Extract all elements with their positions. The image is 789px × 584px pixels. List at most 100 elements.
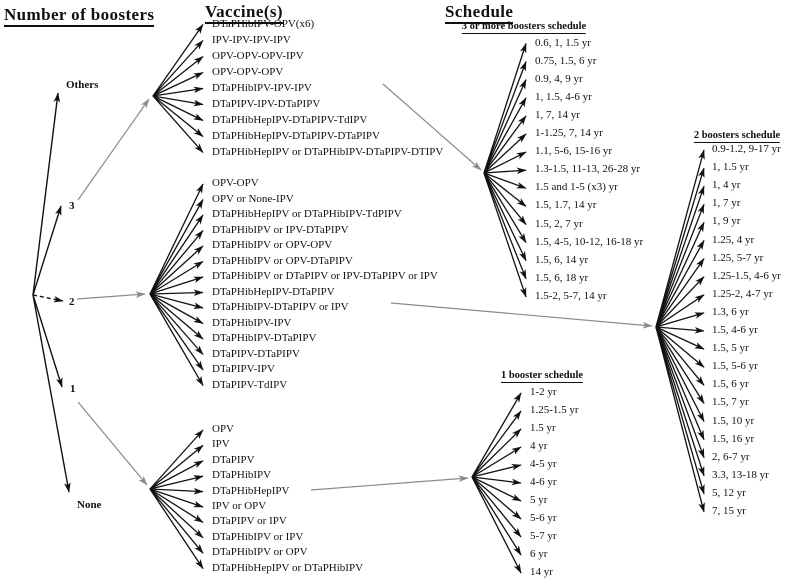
schedule-arrow [471, 410, 522, 478]
schedule-arrow [655, 326, 705, 495]
schedule-item: 3.3, 13-18 yr [712, 468, 769, 481]
schedule-arrow [655, 326, 705, 368]
vaccine-arrow [149, 198, 204, 295]
vaccine-arrow [149, 488, 204, 508]
schedule-arrow [483, 133, 527, 174]
vaccine-item: DTaPHibIPV-IPV-IPV [212, 81, 312, 94]
vaccine-item: DTaPHibIPV [212, 469, 272, 482]
column-header-number-of-boosters: Number of boosters [4, 5, 155, 27]
schedule-item: 1.5, 10 yr [712, 414, 755, 427]
vaccine-arrow [149, 245, 204, 295]
column-header-vaccines: Vaccine(s) [205, 2, 283, 24]
schedule-item: 5-7 yr [530, 530, 557, 542]
schedule-arrow [483, 115, 527, 174]
vaccine-item: DTaPIPV-DTaPIPV [212, 347, 300, 360]
vaccine-arrow [149, 229, 204, 295]
schedule-arrow [655, 149, 705, 328]
schedule-arrow [471, 464, 522, 478]
vaccine-item: IPV [212, 438, 230, 451]
schedule-arrow [471, 476, 522, 538]
schedule-item: 1-2 yr [530, 386, 557, 398]
schedule-item: 0.75, 1.5, 6 yr [535, 54, 597, 67]
vaccine-arrow [149, 488, 204, 570]
vaccine-arrow [149, 260, 204, 295]
vaccine-item: DTaPHibIPV or OPV [212, 546, 308, 559]
schedule-arrow [471, 476, 522, 574]
gray-arrow-to-vaccines-1-booster [77, 401, 148, 486]
schedule-item: 1.5, 4-6 yr [712, 324, 758, 336]
schedule-item: 5, 12 yr [712, 486, 746, 499]
vaccine-item: OPV-OPV-OPV-IPV [212, 49, 304, 62]
vaccine-item: DTaPHibIPV or IPV-DTaPIPV [212, 223, 349, 236]
vaccine-item: DTaPHibHepIPV or DTaPHibIPV-TdPIPV [212, 208, 402, 220]
schedule-arrow [483, 167, 527, 175]
schedule-item: 1.5, 6, 18 yr [535, 271, 589, 284]
vaccine-item: OPV [212, 423, 235, 435]
vaccine-item: DTaPHibHepIPV or DTaPHibIPV [212, 561, 364, 574]
schedule-item: 5 yr [530, 494, 548, 506]
schedule-arrow [483, 97, 527, 174]
vaccine-arrow [149, 475, 204, 490]
schedule-item: 1.5, 2, 7 yr [535, 217, 583, 230]
vaccine-item: IPV or OPV [212, 500, 267, 512]
arrow-root-to-1 [32, 294, 63, 388]
vaccine-item: DTaPIPV-TdIPV [212, 378, 288, 391]
schedule-arrow [471, 446, 522, 478]
schedule-arrow [655, 276, 705, 328]
vaccine-item: DTaPHibIPV or IPV [212, 530, 304, 543]
schedule-item: 1.5-2, 5-7, 14 yr [535, 289, 607, 302]
vaccine-item: OPV-OPV-OPV [212, 65, 284, 78]
vaccine-item: DTaPHibIPV or OPV-OPV [212, 239, 333, 251]
vaccine-arrow [152, 95, 204, 138]
schedule-arrow [483, 172, 527, 189]
schedule-item: 1.5, 6, 14 yr [535, 253, 589, 266]
vaccine-item: OPV-OPV [212, 177, 259, 189]
vaccine-item: DTaPHibIPV-DTaPIPV [212, 332, 317, 344]
vaccine-arrow [149, 276, 204, 295]
vaccine-item: DTaPHibIPV or OPV-DTaPIPV [212, 254, 353, 267]
schedule-item: 4 yr [530, 440, 548, 452]
vaccine-arrow [149, 293, 204, 387]
schedule-group-title: 1 booster schedule [500, 370, 584, 383]
schedule-item: 1.5, 16 yr [712, 432, 755, 445]
schedule-item: 1, 4 yr [712, 179, 741, 192]
gray-arrow-to-vaccines-2-boosters [76, 291, 146, 300]
schedule-item: 0.6, 1, 1.5 yr [535, 36, 591, 49]
schedule-item: 1.3, 6 yr [712, 305, 749, 318]
schedule-arrow [655, 312, 705, 328]
vaccine-arrow [149, 293, 204, 325]
schedule-arrow [471, 476, 522, 556]
vaccine-arrow [149, 488, 204, 554]
schedule-arrow [471, 476, 522, 520]
vaccine-arrow [152, 86, 204, 97]
arrow-root-to-others [32, 92, 61, 296]
schedule-arrow [655, 239, 705, 328]
schedule-arrow [655, 326, 705, 386]
schedule-arrow [483, 172, 527, 207]
vaccine-arrow [152, 95, 204, 154]
schedule-arrow [471, 476, 522, 502]
schedule-item: 1.5 yr [530, 422, 556, 434]
vaccine-arrow [149, 214, 204, 295]
vaccine-arrow [149, 293, 204, 356]
schedule-item: 1, 7 yr [712, 197, 741, 210]
schedule-item: 1.25-2, 4-7 yr [712, 287, 773, 300]
vaccine-item: DTaPIPV-IPV [212, 363, 275, 375]
schedule-item: 5-6 yr [530, 512, 557, 524]
schedule-arrow [471, 428, 522, 478]
schedule-item: 1.5, 7 yr [712, 396, 749, 409]
vaccine-arrow [152, 23, 204, 97]
schedule-item: 6 yr [530, 548, 548, 560]
schedule-item: 1.3-1.5, 11-13, 26-28 yr [535, 163, 640, 176]
vaccine-arrow [149, 183, 204, 295]
vaccine-arrow [149, 488, 204, 539]
vaccine-item: IPV-IPV-IPV-IPV [212, 33, 291, 46]
schedule-item: 1.5 and 1-5 (x3) yr [535, 181, 618, 194]
vaccine-arrow [149, 429, 204, 490]
schedule-arrow [483, 172, 527, 262]
schedule-item: 1.25, 4 yr [712, 233, 755, 246]
schedule-item: 4-6 yr [530, 476, 557, 488]
gray-connector-to-schedule-3-or-more-boosters [382, 83, 482, 171]
schedule-arrow [471, 392, 522, 478]
